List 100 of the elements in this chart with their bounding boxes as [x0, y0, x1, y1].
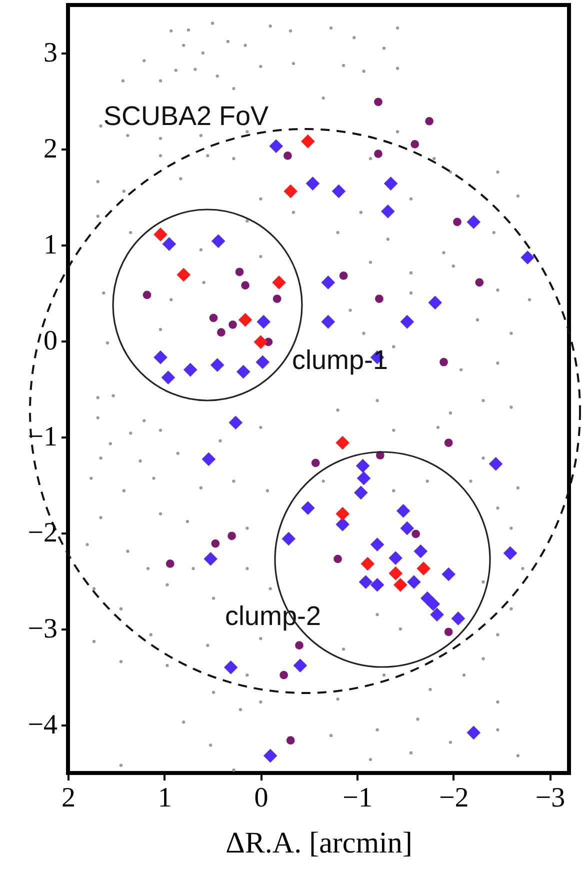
point	[154, 350, 168, 364]
y-tick-label: −4	[28, 710, 58, 740]
point	[301, 501, 315, 515]
point	[306, 176, 320, 190]
point	[360, 556, 375, 571]
point	[332, 184, 346, 198]
point	[442, 567, 456, 582]
point	[451, 612, 466, 626]
point	[228, 532, 236, 540]
point	[370, 538, 384, 552]
point	[293, 658, 308, 672]
point	[283, 152, 292, 160]
point	[204, 552, 218, 566]
point	[236, 364, 250, 379]
point	[370, 578, 384, 592]
point	[374, 98, 382, 106]
x-tick-label: −1	[342, 782, 372, 814]
point	[238, 312, 252, 327]
point	[166, 560, 174, 568]
point	[336, 517, 350, 532]
point	[280, 670, 288, 680]
point	[336, 436, 350, 450]
x-tick-label: −2	[438, 782, 469, 814]
point	[375, 294, 384, 303]
point	[254, 335, 268, 349]
point	[426, 597, 440, 611]
annotation: clump-1	[292, 345, 388, 375]
point	[321, 314, 336, 329]
point	[209, 314, 218, 322]
point	[444, 628, 453, 636]
point	[210, 358, 224, 372]
point	[272, 294, 282, 303]
point	[400, 314, 414, 329]
point	[228, 416, 243, 430]
point	[241, 281, 250, 290]
point	[453, 218, 462, 226]
point	[211, 539, 220, 548]
x-axis-title: ΔR.A. [arcmin]	[226, 826, 412, 860]
point	[416, 562, 430, 576]
point	[176, 268, 191, 282]
y-tick-label: 0	[44, 326, 58, 356]
annotation: SCUBA2 FoV	[103, 101, 269, 131]
point	[475, 278, 484, 287]
point	[235, 268, 244, 276]
point	[374, 150, 382, 158]
y-tick-label: −1	[28, 422, 58, 452]
point	[263, 748, 278, 763]
x-tick-label: −3	[535, 782, 566, 814]
point	[282, 532, 296, 546]
point	[256, 355, 270, 370]
y-tick-label: 2	[44, 134, 58, 164]
point	[388, 566, 402, 580]
point	[400, 521, 414, 536]
point	[412, 530, 420, 538]
point	[394, 578, 408, 592]
point	[354, 486, 368, 500]
point	[406, 575, 421, 589]
point	[334, 554, 342, 564]
point	[356, 471, 371, 486]
point	[425, 116, 434, 126]
point	[224, 660, 238, 674]
point	[142, 290, 152, 300]
point	[488, 456, 503, 471]
point	[388, 551, 402, 565]
point	[269, 139, 283, 154]
point	[286, 736, 295, 745]
point	[301, 134, 315, 148]
point	[311, 458, 320, 468]
point	[211, 234, 226, 248]
y-tick-label: 3	[44, 38, 58, 68]
point	[520, 250, 534, 264]
point	[321, 276, 336, 290]
point	[444, 438, 453, 447]
x-tick-label: 1	[158, 782, 172, 814]
point	[380, 204, 395, 218]
point	[202, 452, 216, 466]
point	[503, 546, 518, 560]
point	[256, 314, 270, 329]
point	[410, 140, 420, 148]
point	[428, 296, 442, 310]
point	[384, 176, 398, 190]
point	[183, 362, 198, 377]
point	[154, 228, 168, 242]
point	[440, 358, 448, 366]
point	[466, 726, 481, 740]
point	[466, 215, 481, 229]
point	[162, 237, 176, 251]
point	[430, 608, 444, 622]
point	[336, 506, 350, 521]
point	[295, 641, 304, 650]
point	[356, 458, 370, 473]
point	[272, 276, 286, 290]
point	[161, 370, 176, 384]
point	[414, 544, 428, 558]
x-tick-label: 0	[254, 782, 268, 814]
y-tick-label: −3	[28, 614, 58, 644]
point	[339, 272, 348, 280]
point	[358, 575, 373, 589]
point	[396, 504, 410, 518]
point	[284, 184, 298, 198]
